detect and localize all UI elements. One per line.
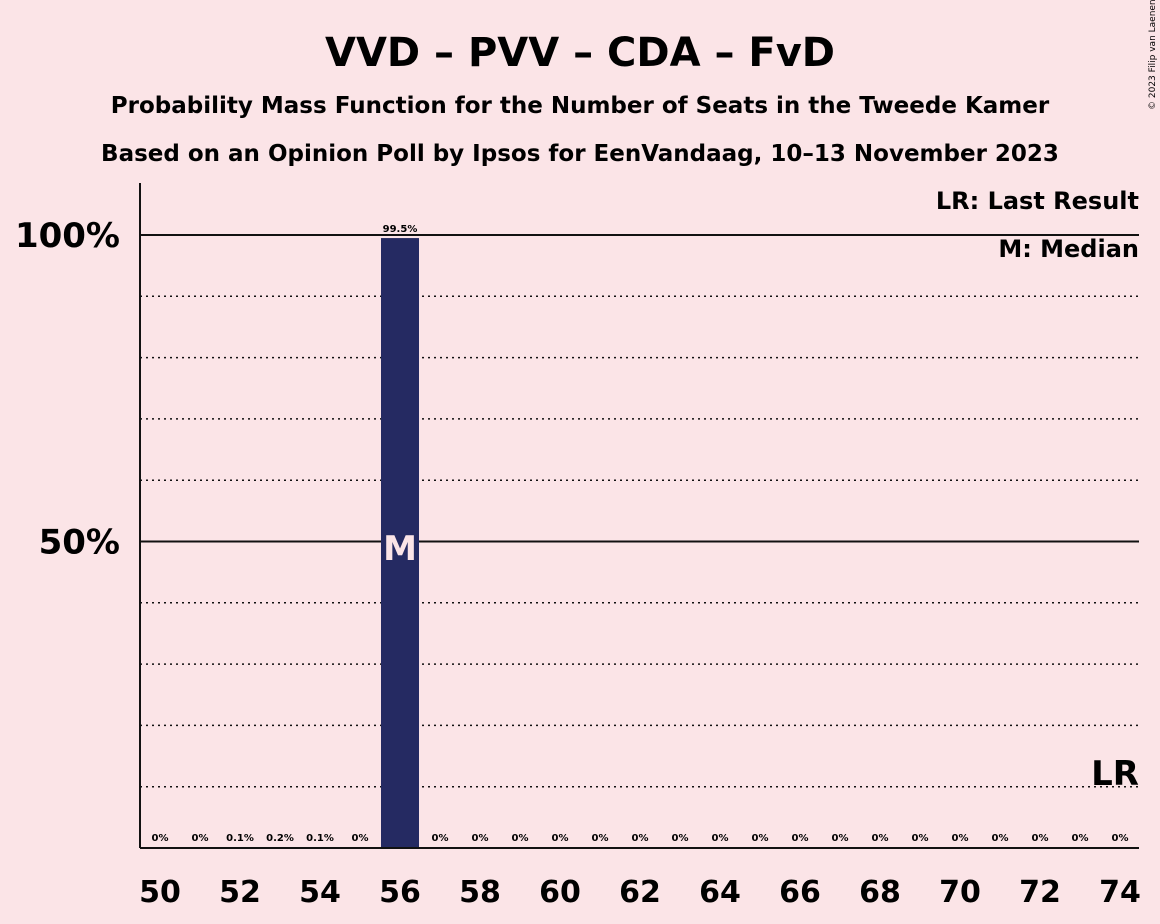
data-label-70: 0% bbox=[952, 833, 969, 844]
x-tick-58: 58 bbox=[459, 875, 501, 910]
x-tick-50: 50 bbox=[139, 875, 181, 910]
legend-median: M: Median bbox=[998, 235, 1139, 263]
x-tick-70: 70 bbox=[939, 875, 981, 910]
data-label-68: 0% bbox=[872, 833, 889, 844]
data-label-55: 0% bbox=[352, 833, 369, 844]
data-label-51: 0% bbox=[192, 833, 209, 844]
y-tick-labels: 50% 100% bbox=[15, 216, 120, 563]
data-label-72: 0% bbox=[1032, 833, 1049, 844]
data-label-59: 0% bbox=[512, 833, 529, 844]
data-label-54: 0.1% bbox=[306, 833, 334, 844]
x-tick-52: 52 bbox=[219, 875, 261, 910]
x-tick-66: 66 bbox=[779, 875, 821, 910]
x-tick-74: 74 bbox=[1099, 875, 1141, 910]
x-tick-62: 62 bbox=[619, 875, 661, 910]
axes bbox=[139, 183, 1139, 849]
x-tick-72: 72 bbox=[1019, 875, 1061, 910]
bar-56 bbox=[381, 238, 419, 848]
median-marker: M bbox=[383, 529, 417, 569]
bars bbox=[381, 238, 419, 848]
chart-subtitle-2: Based on an Opinion Poll by Ipsos for Ee… bbox=[101, 141, 1059, 167]
x-tick-54: 54 bbox=[299, 875, 341, 910]
x-tick-56: 56 bbox=[379, 875, 421, 910]
data-label-69: 0% bbox=[912, 833, 929, 844]
data-label-58: 0% bbox=[472, 833, 489, 844]
data-label-53: 0.2% bbox=[266, 833, 294, 844]
data-label-56: 99.5% bbox=[383, 224, 418, 235]
data-label-74: 0% bbox=[1112, 833, 1129, 844]
data-label-64: 0% bbox=[712, 833, 729, 844]
data-label-62: 0% bbox=[632, 833, 649, 844]
chart-subtitle: Probability Mass Function for the Number… bbox=[111, 93, 1050, 119]
data-label-52: 0.1% bbox=[226, 833, 254, 844]
y-tick-100: 100% bbox=[15, 216, 120, 256]
data-label-57: 0% bbox=[432, 833, 449, 844]
x-tick-labels: 50 52 54 56 58 60 62 64 66 68 70 72 74 bbox=[139, 875, 1141, 910]
data-label-71: 0% bbox=[992, 833, 1009, 844]
data-label-63: 0% bbox=[672, 833, 689, 844]
legend-last-result: LR: Last Result bbox=[936, 187, 1139, 215]
last-result-marker: LR bbox=[1091, 754, 1139, 794]
data-label-73: 0% bbox=[1072, 833, 1089, 844]
gridlines bbox=[140, 234, 1139, 788]
y-tick-50: 50% bbox=[39, 523, 120, 563]
data-label-50: 0% bbox=[152, 833, 169, 844]
data-labels: 0% 0% 0.1% 0.2% 0.1% 0% 99.5% M 0% 0% 0% 0% 0% 0% 0% 0%… bbox=[152, 224, 1139, 844]
data-label-67: 0% bbox=[832, 833, 849, 844]
data-label-66: 0% bbox=[792, 833, 809, 844]
data-label-61: 0% bbox=[592, 833, 609, 844]
data-label-65: 0% bbox=[752, 833, 769, 844]
chart-title: VVD – PVV – CDA – FvD bbox=[325, 30, 835, 76]
copyright-text: © 2023 Filip van Laenen bbox=[1148, 0, 1158, 110]
x-tick-64: 64 bbox=[699, 875, 741, 910]
x-tick-68: 68 bbox=[859, 875, 901, 910]
x-tick-60: 60 bbox=[539, 875, 581, 910]
data-label-60: 0% bbox=[552, 833, 569, 844]
